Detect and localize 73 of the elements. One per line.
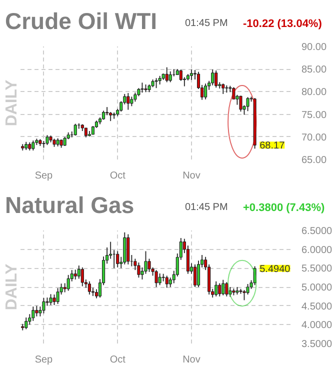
y-tick-label: 6.0000 bbox=[302, 244, 333, 256]
candlestick bbox=[148, 258, 151, 272]
candlestick bbox=[88, 280, 91, 296]
chart-title: Natural Gas bbox=[5, 191, 134, 220]
candlestick bbox=[165, 275, 168, 288]
candlestick bbox=[49, 294, 52, 306]
candlestick bbox=[42, 297, 46, 314]
y-tick-label: 65.00 bbox=[302, 155, 327, 166]
candlestick bbox=[74, 123, 77, 136]
candlestick bbox=[32, 306, 35, 322]
x-tick-label: Nov bbox=[182, 170, 200, 182]
candlestick bbox=[116, 250, 120, 268]
candlestick bbox=[214, 280, 218, 297]
y-tick-label: 70.00 bbox=[302, 132, 327, 144]
candlestick bbox=[154, 78, 158, 89]
candlestick bbox=[77, 265, 80, 280]
candlestick bbox=[46, 134, 49, 146]
candlestick bbox=[84, 127, 88, 138]
y-tick-label: 4.0000 bbox=[302, 320, 333, 332]
text: 01:45 PM bbox=[185, 17, 228, 31]
candlestick bbox=[214, 70, 218, 88]
candlestick bbox=[52, 294, 56, 306]
candlestick bbox=[130, 96, 134, 107]
candlestick bbox=[32, 140, 35, 151]
candlestick bbox=[222, 279, 225, 296]
x-tick-label: Oct bbox=[110, 354, 126, 366]
x-tick-label: Sep bbox=[34, 170, 54, 182]
candlestick bbox=[140, 82, 144, 94]
candlestick bbox=[56, 288, 60, 304]
candlestick bbox=[193, 264, 197, 288]
candlestick bbox=[190, 69, 194, 80]
y-tick-label: 85.00 bbox=[302, 64, 327, 76]
candlestick bbox=[168, 70, 172, 83]
candlestick bbox=[239, 95, 242, 112]
candlestick bbox=[102, 110, 106, 120]
y-tick-label: 4.5000 bbox=[302, 301, 333, 312]
candlestick bbox=[63, 282, 66, 293]
candlestick bbox=[66, 274, 70, 292]
candlestick bbox=[218, 282, 222, 297]
candlestick bbox=[80, 266, 84, 287]
candlestick bbox=[165, 66, 168, 83]
y-tick-label: 5.0000 bbox=[302, 282, 333, 294]
candlestick bbox=[242, 290, 246, 301]
chart-title: Crude Oil WTI bbox=[5, 7, 158, 36]
candlestick bbox=[24, 317, 28, 330]
x-tick-label: Sep bbox=[34, 354, 54, 366]
text: -10.22 (13.04%) bbox=[243, 17, 322, 32]
candlestick bbox=[246, 96, 250, 112]
candlestick bbox=[158, 272, 162, 286]
y-tick-label: 6.5000 bbox=[302, 226, 333, 237]
text: 01:45 PM bbox=[185, 201, 228, 215]
candlestick bbox=[35, 305, 38, 317]
candlestick bbox=[211, 69, 214, 86]
candlestick bbox=[63, 136, 66, 146]
y-tick-label: 5.5000 bbox=[302, 264, 333, 275]
y-tick-label: 80.00 bbox=[302, 87, 327, 98]
candlestick bbox=[134, 92, 137, 102]
candlestick bbox=[253, 266, 256, 286]
y-tick-label: 90.00 bbox=[302, 42, 327, 53]
candlestick bbox=[154, 270, 158, 288]
candlestick bbox=[228, 286, 232, 298]
text: +0.3800 (7.43%) bbox=[243, 201, 325, 216]
candlestick bbox=[126, 92, 130, 110]
y-tick-label: 75.00 bbox=[302, 110, 327, 121]
y-tick-label: 3.5000 bbox=[302, 339, 333, 350]
candlestick bbox=[137, 262, 140, 278]
candlestick bbox=[126, 234, 130, 265]
x-tick-label: Nov bbox=[182, 354, 200, 366]
x-tick-label: Oct bbox=[110, 170, 126, 182]
candlestick bbox=[204, 83, 208, 100]
candlestick bbox=[222, 83, 225, 94]
candlestick bbox=[225, 282, 228, 297]
candlestick bbox=[74, 269, 77, 280]
